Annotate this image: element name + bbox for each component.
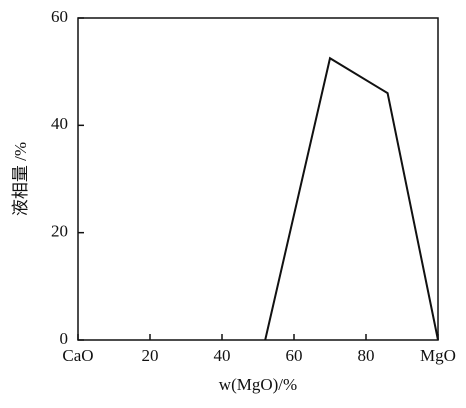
y-tick-label: 40: [51, 114, 68, 133]
data-line: [264, 56, 439, 341]
x-tick-label: 20: [142, 346, 159, 365]
x-tick-label: CaO: [62, 346, 93, 365]
x-tick-label: MgO: [420, 346, 456, 365]
y-axis-label: 液相量 /%: [11, 142, 30, 216]
y-tick-label: 60: [51, 7, 68, 26]
x-tick-label: 60: [286, 346, 303, 365]
x-tick-label: 40: [214, 346, 231, 365]
x-tick-label: 80: [358, 346, 375, 365]
y-tick-label: 20: [51, 222, 68, 241]
y-tick-label: 0: [60, 329, 69, 348]
x-axis-label: w(MgO)/%: [219, 375, 297, 394]
plot-frame: [77, 17, 439, 341]
